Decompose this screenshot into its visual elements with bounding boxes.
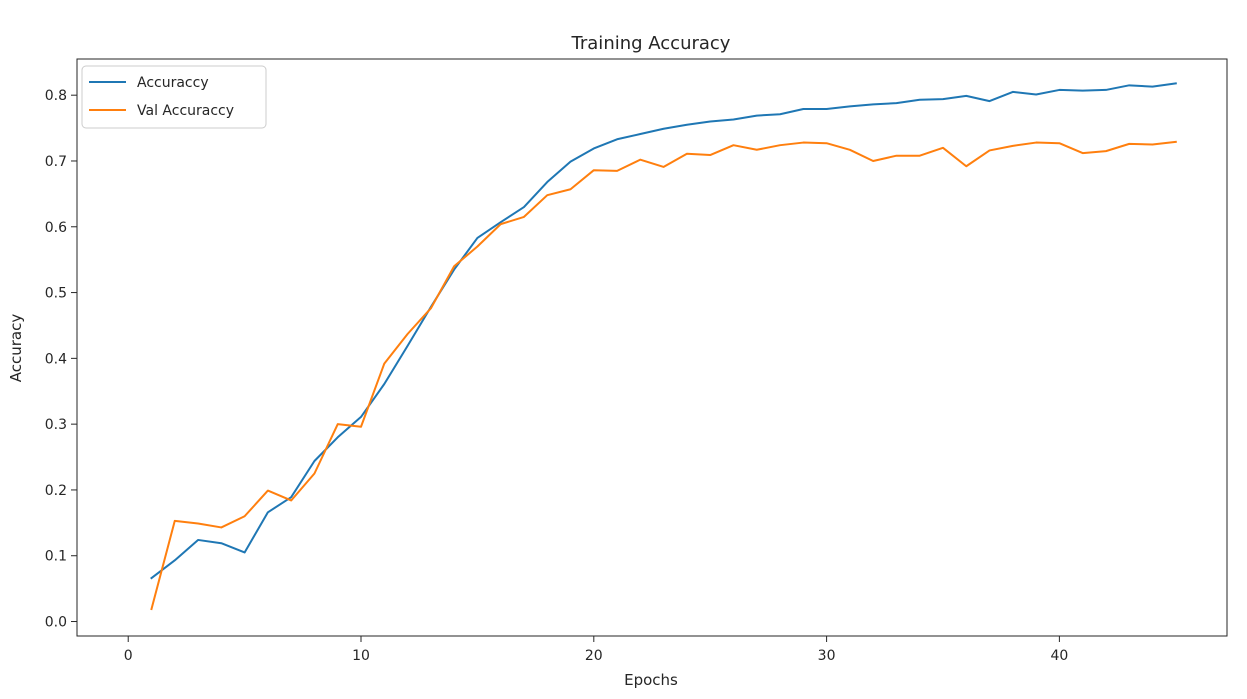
- x-axis-ticks: 0 10 20 30 40: [124, 636, 1068, 664]
- y-tick-label: 0.3: [45, 417, 67, 433]
- y-tick-label: 0.5: [45, 286, 67, 302]
- series-lines: [150, 82, 1177, 611]
- plot-area: [76, 58, 1228, 637]
- y-tick-label: 0.6: [45, 220, 67, 236]
- y-tick-label: 0.8: [45, 88, 67, 104]
- series-line-accuraccy: [150, 82, 1177, 580]
- legend-label-val-accuraccy: Val Accuraccy: [137, 103, 234, 119]
- y-tick-label: 0.7: [45, 154, 67, 170]
- y-tick-label: 0.2: [45, 483, 67, 499]
- x-tick-label: 30: [818, 648, 836, 664]
- y-axis-label: Accuracy: [7, 314, 25, 383]
- legend: Accuraccy Val Accuraccy: [81, 65, 267, 129]
- series-line-val-accuraccy: [150, 140, 1177, 611]
- y-tick-label: 0.4: [45, 351, 67, 367]
- x-axis-label: Epochs: [624, 671, 678, 689]
- legend-label-accuraccy: Accuraccy: [137, 75, 209, 91]
- y-axis-ticks: 0.0 0.1 0.2 0.3 0.4 0.5 0.6 0.7 0.8: [45, 88, 77, 631]
- x-tick-label: 40: [1050, 648, 1068, 664]
- x-tick-label: 10: [352, 648, 370, 664]
- x-tick-label: 0: [124, 648, 133, 664]
- y-tick-label: 0.0: [45, 615, 67, 631]
- x-tick-label: 20: [585, 648, 603, 664]
- chart-title: Training Accuracy: [571, 33, 731, 54]
- legend-box: [81, 65, 267, 129]
- y-tick-label: 0.1: [45, 549, 67, 565]
